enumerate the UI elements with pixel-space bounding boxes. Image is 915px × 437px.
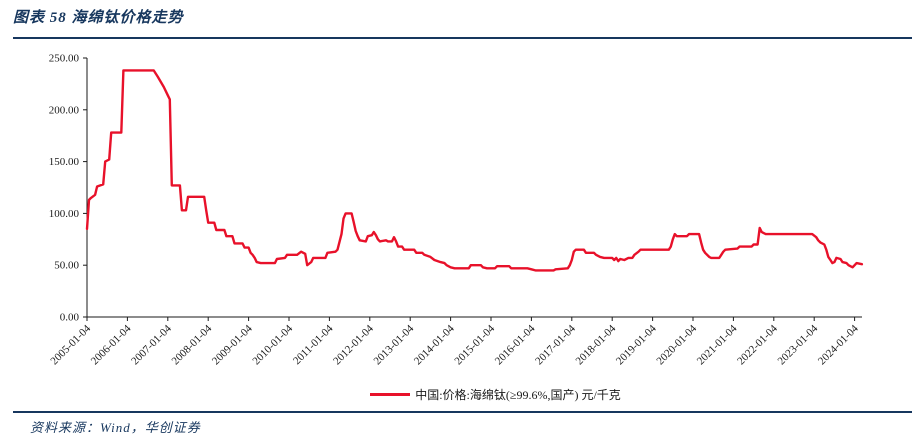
svg-text:2006-01-04: 2006-01-04 [89, 322, 134, 367]
svg-text:2018-01-04: 2018-01-04 [574, 322, 619, 367]
svg-text:2008-01-04: 2008-01-04 [170, 322, 215, 367]
svg-text:2023-01-04: 2023-01-04 [776, 322, 821, 367]
svg-text:2005-01-04: 2005-01-04 [48, 322, 93, 367]
svg-text:250.00: 250.00 [49, 53, 80, 65]
svg-text:2012-01-04: 2012-01-04 [331, 322, 376, 367]
svg-text:200.00: 200.00 [49, 104, 80, 116]
svg-text:2014-01-04: 2014-01-04 [412, 322, 457, 367]
source-note: 资料来源：Wind，华创证券 [30, 420, 201, 435]
svg-text:2024-01-04: 2024-01-04 [816, 322, 861, 367]
svg-text:0.00: 0.00 [60, 312, 80, 324]
legend-label: 中国:价格:海绵钛(≥99.6%,国产) 元/千克 [415, 388, 621, 402]
svg-text:2022-01-04: 2022-01-04 [735, 322, 780, 367]
svg-text:2009-01-04: 2009-01-04 [210, 322, 255, 367]
svg-text:2007-01-04: 2007-01-04 [129, 322, 174, 367]
svg-text:2019-01-04: 2019-01-04 [614, 322, 659, 367]
svg-text:2011-01-04: 2011-01-04 [291, 322, 336, 367]
svg-text:2016-01-04: 2016-01-04 [493, 322, 538, 367]
svg-text:2021-01-04: 2021-01-04 [695, 322, 740, 367]
legend-line-swatch [370, 393, 411, 396]
svg-text:150.00: 150.00 [49, 156, 80, 168]
svg-text:50.00: 50.00 [54, 260, 79, 272]
footer-divider [13, 411, 912, 413]
figure-title: 图表 58 海绵钛价格走势 [13, 10, 184, 26]
svg-text:2017-01-04: 2017-01-04 [533, 322, 578, 367]
title-divider [13, 37, 912, 39]
svg-text:2010-01-04: 2010-01-04 [250, 322, 295, 367]
svg-text:100.00: 100.00 [49, 208, 80, 220]
svg-text:2013-01-04: 2013-01-04 [372, 322, 417, 367]
chart-legend: 中国:价格:海绵钛(≥99.6%,国产) 元/千克 [38, 386, 915, 403]
svg-text:2015-01-04: 2015-01-04 [452, 322, 497, 367]
svg-text:2020-01-04: 2020-01-04 [654, 322, 699, 367]
